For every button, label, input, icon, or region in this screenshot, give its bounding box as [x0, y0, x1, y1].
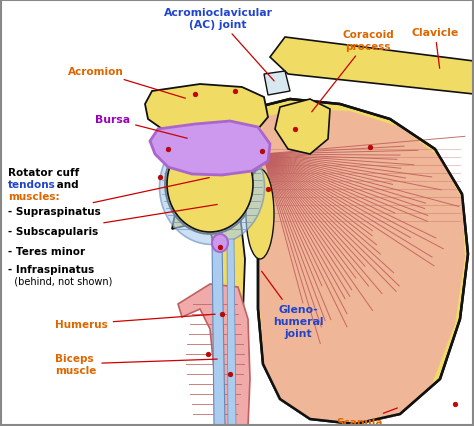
Ellipse shape: [159, 130, 264, 245]
Polygon shape: [178, 284, 250, 426]
Text: Clavicle: Clavicle: [411, 28, 459, 69]
Text: - Supraspinatus: - Supraspinatus: [8, 178, 210, 216]
Text: Humerus: Humerus: [55, 314, 215, 329]
Polygon shape: [252, 100, 468, 424]
Ellipse shape: [246, 170, 274, 259]
Polygon shape: [150, 122, 270, 176]
Text: - Subscapularis: - Subscapularis: [8, 205, 217, 236]
Polygon shape: [260, 110, 465, 424]
Polygon shape: [275, 100, 330, 155]
Polygon shape: [264, 72, 290, 96]
Ellipse shape: [165, 135, 255, 234]
Text: Acromioclavicular
(AC) joint: Acromioclavicular (AC) joint: [164, 9, 274, 82]
Text: Coracoid
process: Coracoid process: [312, 30, 394, 112]
Text: muscles:: muscles:: [8, 192, 60, 201]
Text: Biceps
muscle: Biceps muscle: [55, 354, 217, 375]
Text: - Teres minor: - Teres minor: [8, 246, 85, 256]
Text: Gleno-
humeral
joint: Gleno- humeral joint: [262, 272, 323, 338]
Ellipse shape: [167, 137, 253, 233]
Text: - Infraspinatus: - Infraspinatus: [8, 265, 94, 274]
Polygon shape: [227, 239, 236, 426]
Polygon shape: [212, 239, 225, 426]
Text: tendons: tendons: [8, 180, 56, 190]
Polygon shape: [145, 85, 268, 135]
Polygon shape: [270, 38, 474, 95]
Text: Rotator cuff: Rotator cuff: [8, 167, 79, 178]
Text: (behind, not shown): (behind, not shown): [8, 276, 112, 286]
Polygon shape: [172, 204, 245, 426]
Ellipse shape: [212, 234, 228, 253]
Text: and: and: [53, 180, 79, 190]
Text: Bursa: Bursa: [95, 115, 187, 139]
Text: Scapula: Scapula: [337, 408, 397, 426]
Text: Acromion: Acromion: [68, 67, 185, 99]
